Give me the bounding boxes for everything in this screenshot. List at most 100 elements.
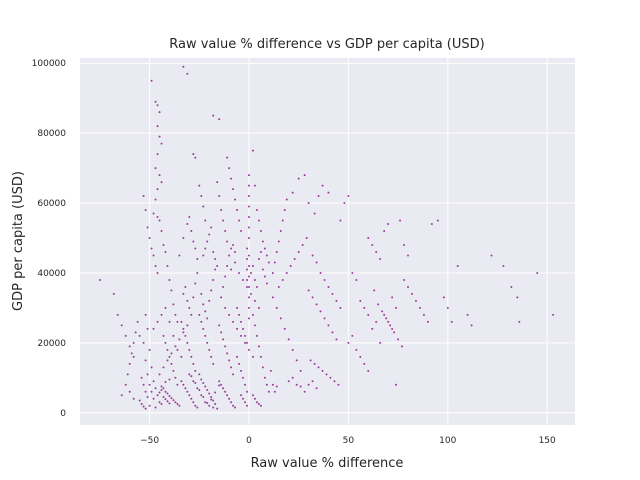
data-point xyxy=(166,400,169,403)
data-point xyxy=(247,195,250,198)
data-point xyxy=(329,376,332,379)
y-tick-label: 0 xyxy=(60,409,66,419)
data-point xyxy=(188,348,191,351)
data-point xyxy=(138,399,141,402)
data-point xyxy=(257,345,260,348)
data-point xyxy=(259,250,262,253)
data-point xyxy=(206,240,209,243)
data-point xyxy=(198,389,201,392)
data-point xyxy=(204,247,207,250)
data-point xyxy=(162,366,165,369)
data-point xyxy=(200,394,203,397)
data-point xyxy=(202,396,205,399)
data-point xyxy=(166,359,169,362)
data-point xyxy=(182,327,185,330)
data-point xyxy=(168,320,171,323)
data-point xyxy=(240,394,243,397)
data-point xyxy=(399,219,402,222)
data-point xyxy=(190,313,193,316)
data-point xyxy=(321,369,324,372)
data-point xyxy=(188,306,191,309)
data-point xyxy=(158,174,161,177)
data-point xyxy=(343,202,346,205)
data-point xyxy=(247,226,250,229)
data-point xyxy=(200,378,203,381)
data-point xyxy=(198,313,201,316)
data-point xyxy=(190,355,193,358)
data-point xyxy=(383,230,386,233)
data-point xyxy=(285,271,288,274)
data-point xyxy=(192,362,195,365)
data-point xyxy=(377,303,380,306)
data-point xyxy=(116,313,119,316)
data-point xyxy=(158,401,161,404)
data-point xyxy=(263,247,266,250)
data-point xyxy=(317,366,320,369)
data-point xyxy=(212,399,215,402)
data-point xyxy=(218,118,221,121)
data-point xyxy=(311,380,314,383)
data-point xyxy=(303,390,306,393)
data-point xyxy=(247,264,250,267)
data-point xyxy=(245,268,248,271)
data-point xyxy=(200,320,203,323)
data-point xyxy=(164,381,167,384)
data-point xyxy=(247,317,250,320)
data-point xyxy=(245,285,248,288)
data-point xyxy=(152,327,155,330)
data-point xyxy=(331,331,334,334)
data-point xyxy=(247,348,250,351)
data-point xyxy=(490,254,493,257)
data-point xyxy=(295,383,298,386)
data-point xyxy=(327,191,330,194)
data-point xyxy=(128,345,131,348)
data-point xyxy=(245,257,248,260)
data-point xyxy=(156,153,159,156)
data-point xyxy=(208,392,211,395)
data-point xyxy=(224,275,227,278)
data-point xyxy=(418,306,421,309)
data-point xyxy=(182,331,185,334)
data-point xyxy=(253,299,256,302)
data-point xyxy=(285,198,288,201)
data-point xyxy=(371,244,374,246)
data-point xyxy=(230,401,233,404)
data-point xyxy=(162,396,165,399)
data-point xyxy=(220,209,223,212)
data-point xyxy=(442,296,445,299)
data-point xyxy=(283,327,286,330)
data-point xyxy=(240,320,243,323)
data-point xyxy=(146,373,149,376)
data-point xyxy=(510,285,513,288)
data-point xyxy=(293,257,296,260)
data-point xyxy=(257,403,260,406)
data-point xyxy=(208,404,211,407)
data-point xyxy=(238,271,241,274)
data-point xyxy=(172,334,175,337)
data-point xyxy=(156,125,159,128)
data-point xyxy=(176,348,179,351)
data-point xyxy=(470,324,473,327)
data-point xyxy=(271,296,274,299)
data-point xyxy=(247,296,250,299)
data-point xyxy=(204,310,207,313)
data-point xyxy=(194,369,197,372)
data-point xyxy=(222,219,225,222)
y-axis-label: GDP per capita (USD) xyxy=(11,171,26,311)
data-point xyxy=(182,237,185,239)
data-point xyxy=(154,264,157,267)
data-point xyxy=(255,401,258,404)
data-point xyxy=(287,338,290,341)
data-point xyxy=(160,313,163,316)
data-point xyxy=(214,391,217,394)
data-point xyxy=(401,345,404,348)
data-point xyxy=(228,167,231,170)
data-point xyxy=(244,341,246,344)
data-point xyxy=(140,376,143,379)
x-axis-label: Raw value % difference xyxy=(251,456,404,471)
data-point xyxy=(190,375,193,378)
data-point xyxy=(210,226,213,229)
data-point xyxy=(395,383,398,386)
data-point xyxy=(281,219,284,222)
data-point xyxy=(164,341,167,344)
